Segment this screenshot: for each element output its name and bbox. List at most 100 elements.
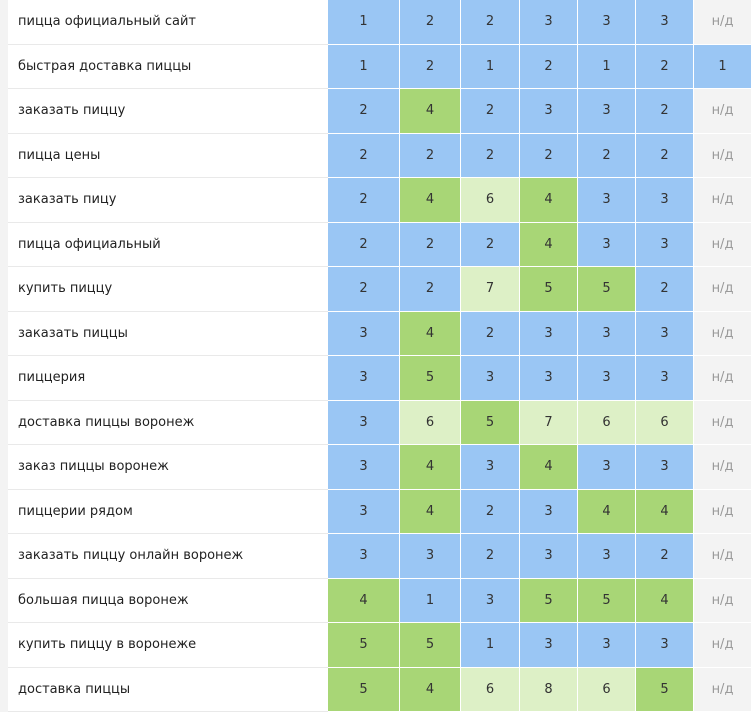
position-cell: 3 (578, 223, 636, 268)
position-cell: н/д (694, 178, 752, 223)
position-cell: 1 (328, 45, 400, 90)
position-cell: 4 (636, 579, 694, 624)
position-cell: 3 (520, 623, 578, 668)
position-cell: 8 (520, 668, 578, 712)
position-cell: н/д (694, 267, 752, 312)
position-cell: 4 (520, 223, 578, 268)
position-cell: 5 (520, 579, 578, 624)
position-cell: 4 (578, 490, 636, 535)
position-cell: н/д (694, 89, 752, 134)
position-cell: 5 (461, 401, 520, 446)
keyword: заказать пиццу онлайн воронеж (8, 534, 328, 579)
position-cell: 3 (328, 534, 400, 579)
position-cell: 3 (520, 312, 578, 357)
position-cell: 1 (328, 0, 400, 45)
position-cell: 4 (520, 445, 578, 490)
position-cell: 3 (578, 0, 636, 45)
position-cell: 3 (400, 534, 461, 579)
position-cell: 5 (578, 579, 636, 624)
position-cell: 2 (520, 134, 578, 179)
position-cell: 6 (461, 668, 520, 712)
position-cell: 4 (400, 490, 461, 535)
position-cell: 4 (400, 668, 461, 712)
position-cell: н/д (694, 623, 752, 668)
position-cell: 2 (328, 89, 400, 134)
position-cell: н/д (694, 668, 752, 712)
keyword: доставка пиццы (8, 668, 328, 712)
position-cell: 1 (694, 45, 752, 90)
position-cell: 3 (636, 0, 694, 45)
keyword: пицца цены (8, 134, 328, 179)
position-cell: 2 (461, 534, 520, 579)
position-cell: 2 (461, 223, 520, 268)
position-cell: н/д (694, 401, 752, 446)
position-cell: 6 (578, 668, 636, 712)
position-cell: 2 (636, 89, 694, 134)
keyword: пиццерия (8, 356, 328, 401)
position-cell: 7 (461, 267, 520, 312)
position-cell: 6 (578, 401, 636, 446)
position-cell: 3 (578, 445, 636, 490)
position-cell: 4 (328, 579, 400, 624)
keyword: заказать пиццу (8, 89, 328, 134)
keyword: заказать пиццы (8, 312, 328, 357)
position-cell: 2 (400, 0, 461, 45)
position-cell: 2 (400, 134, 461, 179)
position-cell: н/д (694, 445, 752, 490)
position-cell: 2 (578, 134, 636, 179)
position-cell: 5 (400, 623, 461, 668)
position-cell: 2 (461, 490, 520, 535)
position-cell: 2 (461, 312, 520, 357)
position-cell: 3 (461, 445, 520, 490)
position-cell: 3 (578, 356, 636, 401)
position-cell: 2 (400, 267, 461, 312)
position-cell: 2 (328, 178, 400, 223)
position-cell: 3 (578, 312, 636, 357)
position-cell: 3 (328, 312, 400, 357)
keyword: купить пиццу (8, 267, 328, 312)
position-cell: н/д (694, 356, 752, 401)
position-cell: 3 (461, 356, 520, 401)
position-cell: н/д (694, 490, 752, 535)
position-cell: 3 (328, 401, 400, 446)
position-cell: 1 (400, 579, 461, 624)
keyword: заказать пицу (8, 178, 328, 223)
position-cell: н/д (694, 223, 752, 268)
position-cell: 3 (578, 534, 636, 579)
position-cell: 4 (400, 312, 461, 357)
position-cell: 3 (636, 312, 694, 357)
position-cell: 2 (461, 89, 520, 134)
keyword: доставка пиццы воронеж (8, 401, 328, 446)
position-cell: 5 (328, 668, 400, 712)
position-cell: 3 (520, 356, 578, 401)
position-cell: 2 (328, 267, 400, 312)
position-cell: 6 (461, 178, 520, 223)
position-cell: 1 (578, 45, 636, 90)
position-cell: н/д (694, 0, 752, 45)
position-cell: 2 (461, 134, 520, 179)
position-cell: 3 (636, 445, 694, 490)
keyword: заказ пиццы воронеж (8, 445, 328, 490)
position-cell: 5 (636, 668, 694, 712)
position-cell: 2 (328, 134, 400, 179)
position-cell: 3 (461, 579, 520, 624)
position-cell: 4 (400, 178, 461, 223)
position-cell: 5 (400, 356, 461, 401)
